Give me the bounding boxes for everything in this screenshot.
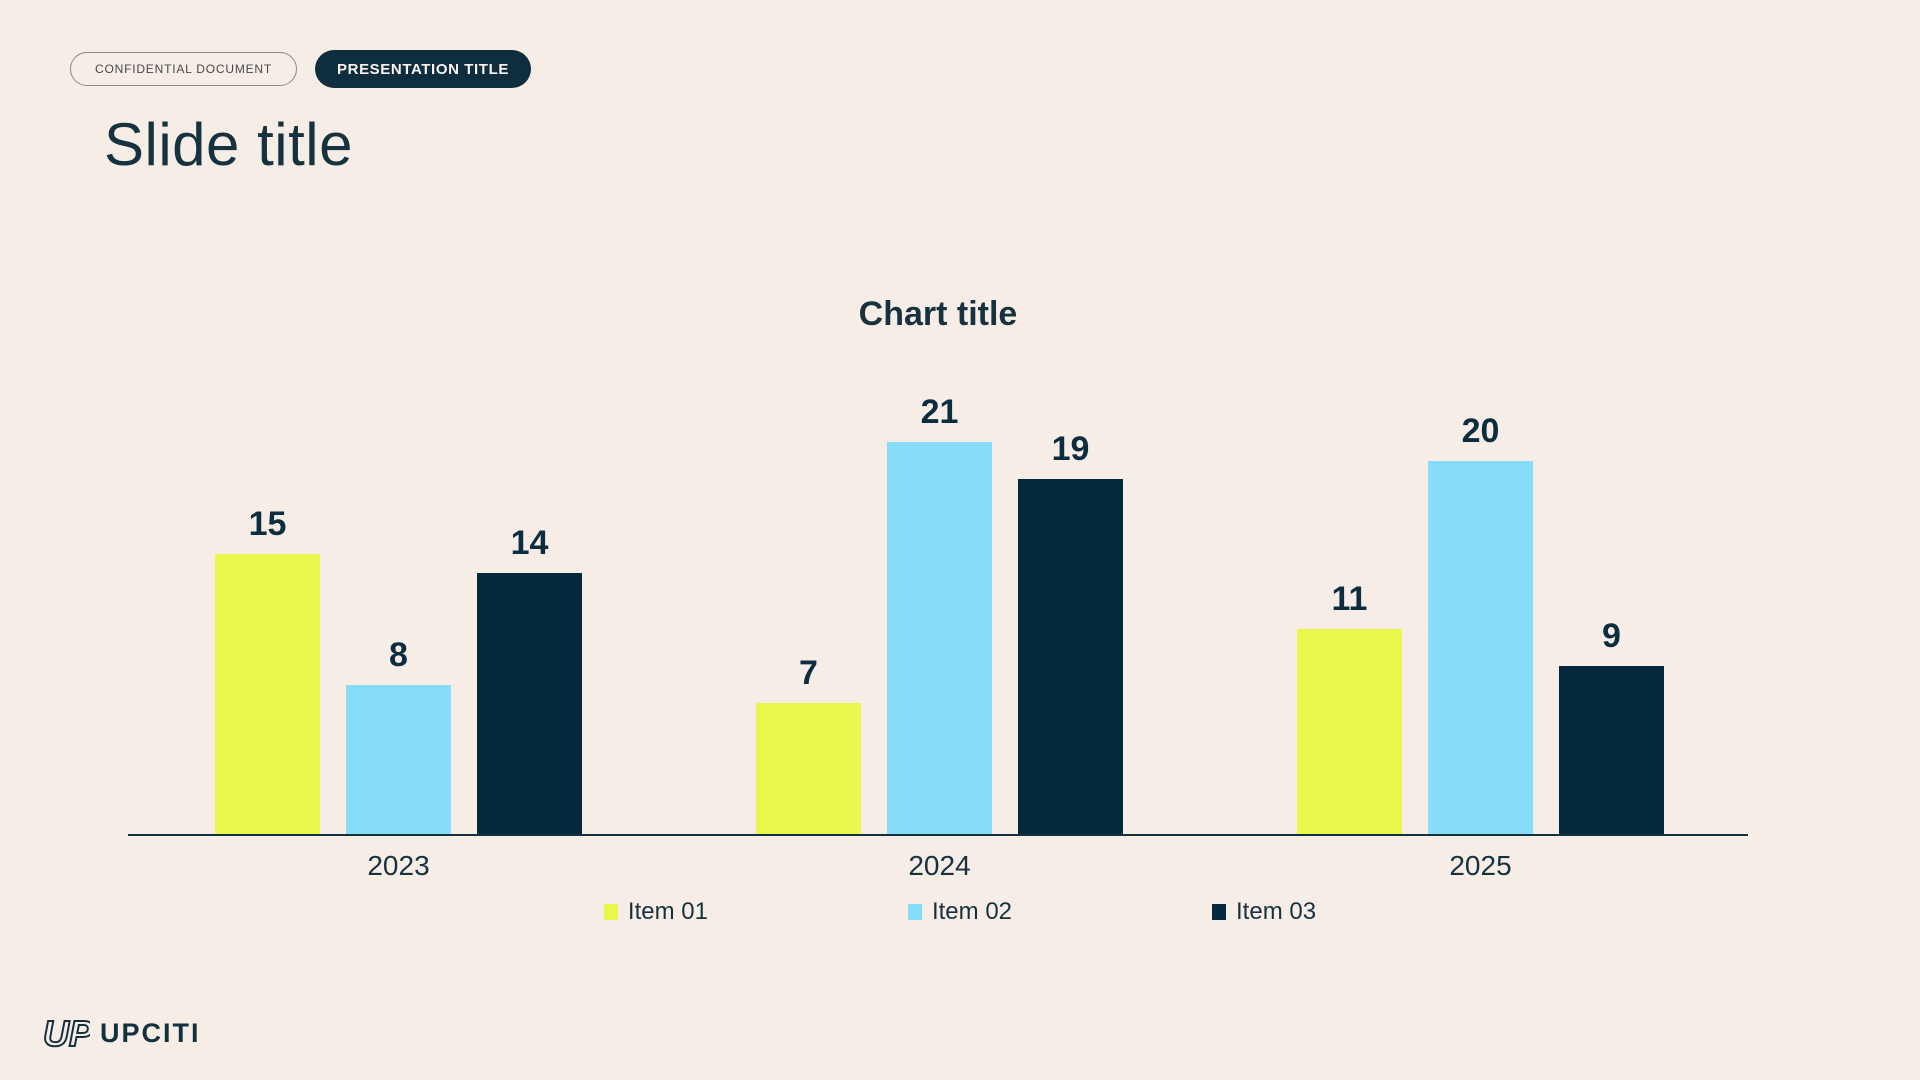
bar-item-02-2025: 20 bbox=[1428, 412, 1533, 834]
bar-value-label: 14 bbox=[510, 524, 549, 562]
legend-item-item-01: Item 01 bbox=[603, 898, 708, 926]
bar-value-label: 7 bbox=[799, 654, 818, 692]
logo-wordmark: UPCITI bbox=[100, 1017, 201, 1048]
legend-swatch-icon bbox=[907, 904, 922, 920]
bar-group-2024: 7 21 19 2024 bbox=[756, 393, 1123, 881]
bar-item-03-2024: 19 bbox=[1018, 430, 1123, 834]
bar-item-01-2024: 7 bbox=[756, 654, 861, 834]
bar-value-label: 8 bbox=[389, 636, 408, 674]
bar-group-2023: 15 8 14 2023 bbox=[215, 444, 582, 881]
slide-title: Slide title bbox=[104, 111, 353, 178]
x-axis-label-2025: 2025 bbox=[1449, 850, 1512, 881]
legend-label: Item 02 bbox=[931, 898, 1013, 925]
bar-value-label: 9 bbox=[1602, 617, 1621, 655]
bar-item-01-2025: 11 bbox=[1297, 580, 1402, 834]
up-monogram-icon: UP bbox=[42, 1010, 90, 1056]
bar-group-2025: 11 20 9 2025 bbox=[1297, 412, 1664, 881]
presentation-title-badge: PRESENTATION TITLE bbox=[315, 50, 531, 88]
bar-item-02-2023: 8 bbox=[346, 636, 451, 834]
bar-value-label: 21 bbox=[920, 393, 959, 431]
chart-plot-area: 15 8 14 2023 7 21 19 2024 11 20 9 2025 bbox=[128, 393, 1748, 881]
bar-item-01-2023: 15 bbox=[215, 505, 320, 834]
legend-label: Item 01 bbox=[627, 898, 708, 925]
bar-value-label: 19 bbox=[1051, 430, 1090, 468]
bar-chart: Chart title 15 8 14 2023 7 21 19 2024 11 20 9 2025 bbox=[128, 0, 1748, 1080]
bar-value-label: 20 bbox=[1461, 412, 1500, 450]
bar-item-03-2023: 14 bbox=[477, 524, 582, 834]
legend-item-item-02: Item 02 bbox=[907, 898, 1013, 926]
x-axis-label-2024: 2024 bbox=[908, 850, 971, 881]
legend-swatch-icon bbox=[1212, 904, 1227, 920]
bar-item-03-2025: 9 bbox=[1559, 617, 1664, 834]
chart-title: Chart title bbox=[858, 295, 1018, 333]
bar-item-02-2024: 21 bbox=[887, 393, 992, 834]
upciti-logo: UP UPCITI bbox=[42, 1010, 201, 1056]
bar-value-label: 15 bbox=[248, 505, 287, 543]
header-badges: CONFIDENTIAL DOCUMENT PRESENTATION TITLE bbox=[70, 50, 531, 88]
x-axis-label-2023: 2023 bbox=[367, 850, 430, 881]
legend-item-item-03: Item 03 bbox=[1212, 898, 1316, 926]
chart-legend: Item 01 Item 02 Item 03 bbox=[0, 898, 1920, 926]
bar-value-label: 11 bbox=[1331, 580, 1368, 618]
legend-swatch-icon bbox=[603, 904, 618, 920]
svg-text:UP: UP bbox=[43, 1013, 90, 1054]
confidential-badge: CONFIDENTIAL DOCUMENT bbox=[70, 52, 298, 86]
legend-label: Item 03 bbox=[1236, 898, 1317, 925]
